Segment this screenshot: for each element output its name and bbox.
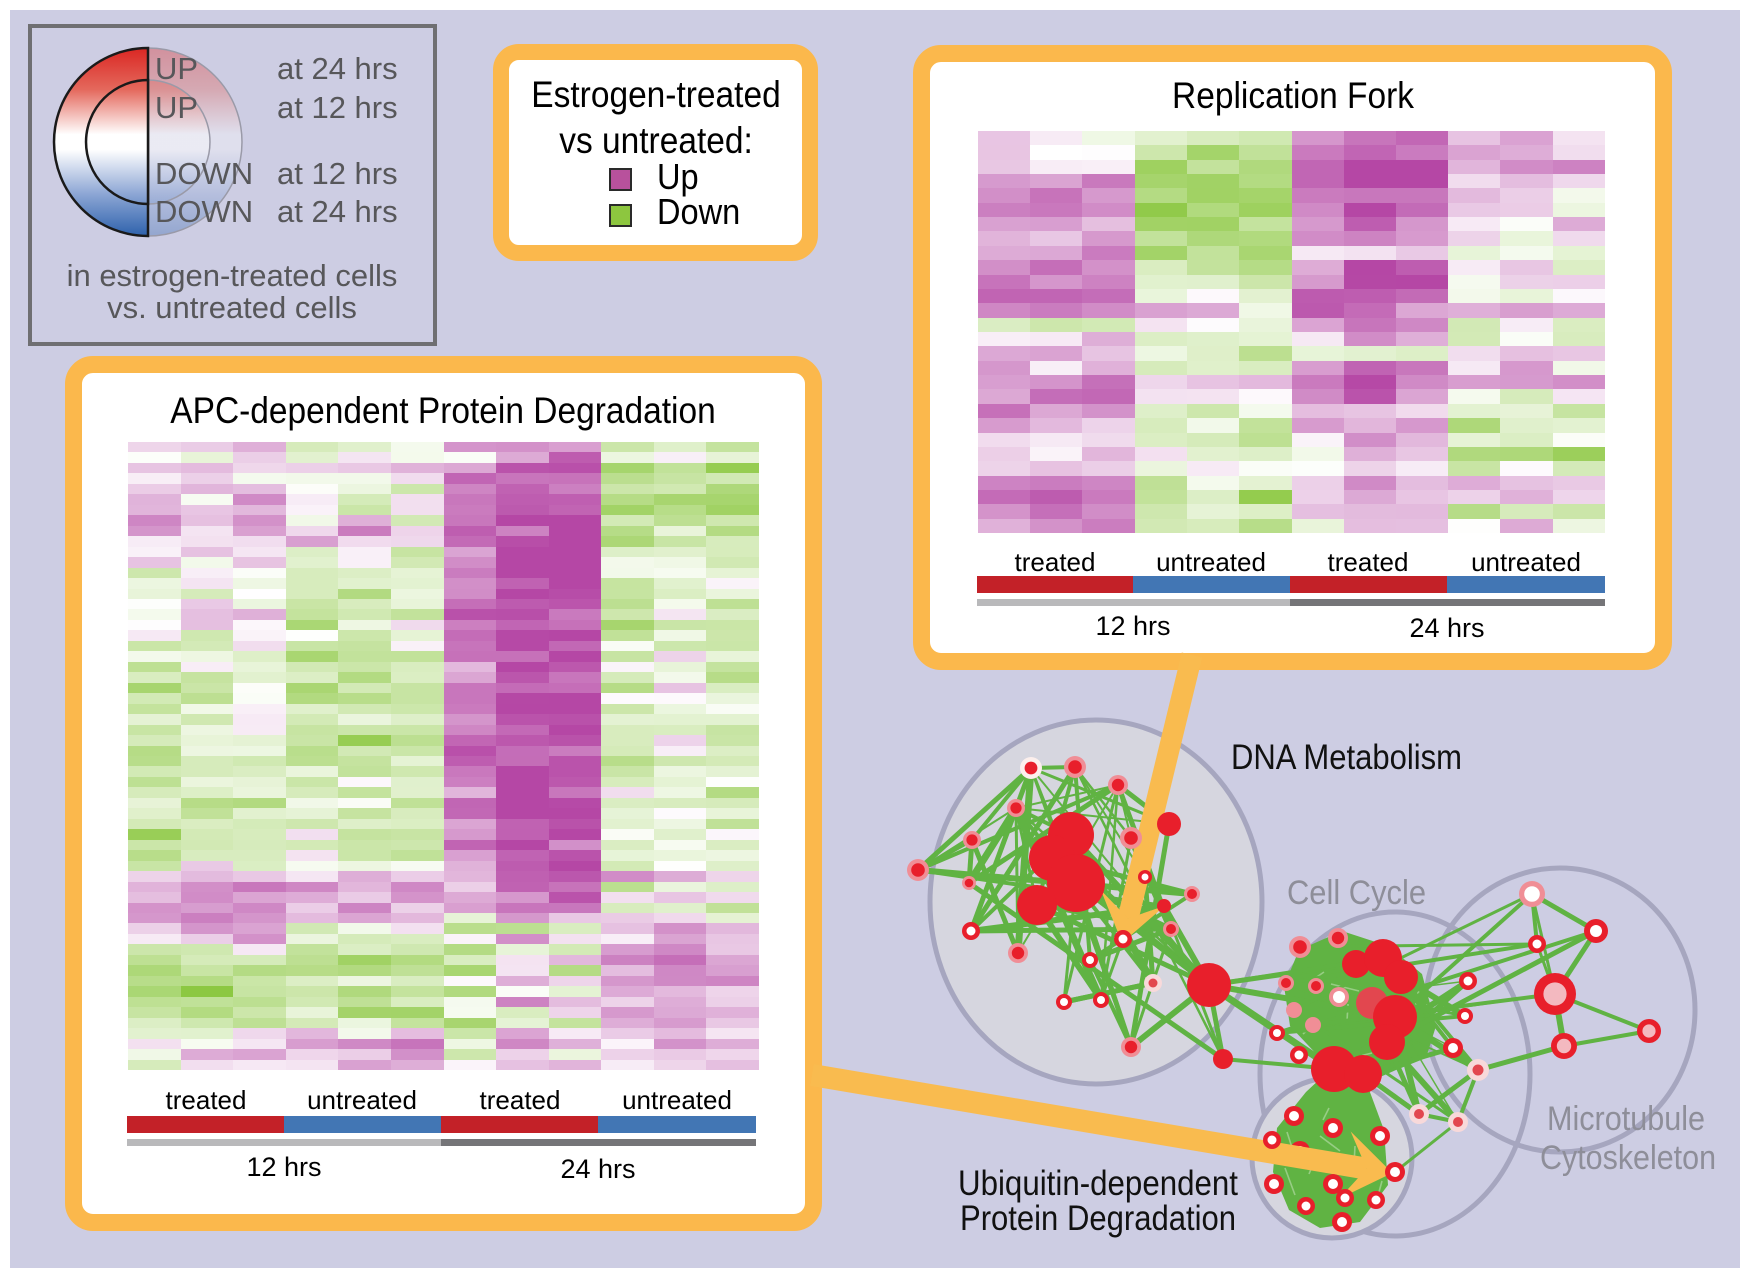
svg-text:Cytoskeleton: Cytoskeleton bbox=[1540, 1139, 1716, 1177]
svg-text:at 24 hrs: at 24 hrs bbox=[277, 51, 398, 86]
svg-text:at 12 hrs: at 12 hrs bbox=[277, 156, 398, 191]
svg-text:at 24 hrs: at 24 hrs bbox=[277, 194, 398, 229]
svg-text:Ubiquitin-dependent: Ubiquitin-dependent bbox=[958, 1164, 1238, 1203]
svg-text:at 12 hrs: at 12 hrs bbox=[277, 90, 398, 125]
svg-text:DOWN: DOWN bbox=[155, 156, 253, 191]
svg-text:UP: UP bbox=[155, 90, 198, 125]
svg-text:Protein Degradation: Protein Degradation bbox=[960, 1199, 1236, 1238]
svg-text:Cell Cycle: Cell Cycle bbox=[1287, 874, 1426, 912]
svg-text:in estrogen-treated cells: in estrogen-treated cells bbox=[67, 258, 398, 293]
svg-text:DOWN: DOWN bbox=[155, 194, 253, 229]
svg-text:DNA Metabolism: DNA Metabolism bbox=[1231, 738, 1462, 777]
svg-text:vs. untreated cells: vs. untreated cells bbox=[107, 290, 357, 325]
svg-text:Microtubule: Microtubule bbox=[1547, 1100, 1705, 1138]
svg-text:UP: UP bbox=[155, 51, 198, 86]
